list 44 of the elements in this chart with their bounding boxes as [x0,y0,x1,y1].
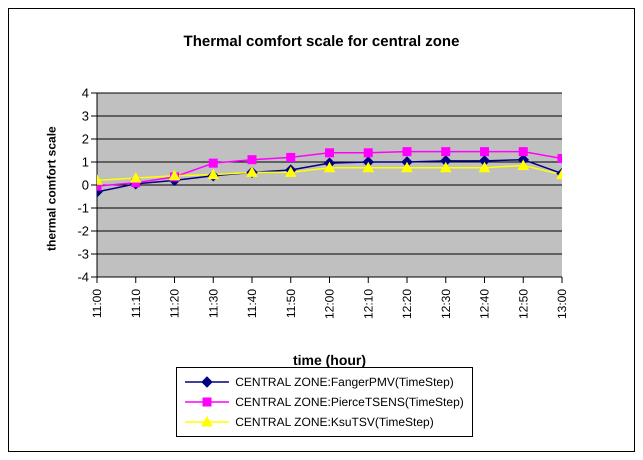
point [208,158,218,168]
y-tick-label: 0 [82,178,89,193]
y-tick-label: -1 [77,200,89,216]
x-tick-label: 13:00 [555,288,569,320]
x-tick-label: 11:20 [168,288,182,318]
y-tick-label: -2 [77,224,89,239]
point [325,148,334,158]
point [364,148,373,158]
point [518,147,528,156]
y-tick-label: 1 [82,154,89,170]
point [324,162,335,172]
point [362,162,374,172]
x-tick-label: 11:00 [90,288,104,318]
point [480,147,489,156]
y-tick-label: 2 [82,132,89,147]
x-tick-label: 12:50 [516,288,530,320]
legend-label: CENTRAL ZONE:KsuTSV(TimeStep) [235,415,434,429]
point [130,172,142,183]
x-tick-label: 12:40 [478,288,492,320]
x-tick-label: 11:40 [245,288,259,318]
x-tick-label: 12:30 [438,288,453,320]
y-tick-label: 3 [82,108,89,124]
point [402,147,412,156]
x-tick-label: 11:50 [284,288,298,318]
point [248,155,256,164]
x-axis-title: time (hour) [292,352,366,368]
point [441,147,450,156]
x-tick-label: 12:00 [322,288,336,320]
y-tick-label: -3 [77,246,89,262]
point [402,162,412,172]
point [440,162,452,172]
legend-label: CENTRAL ZONE:PierceTSENS(TimeStep) [235,395,464,409]
y-tick-label: -4 [77,270,89,285]
legend-label: CENTRAL ZONE:FangerPMV(TimeStep) [235,375,454,389]
x-tick-label: 11:10 [128,288,143,318]
y-axis-title: thermal comfort scale [44,126,58,251]
point [479,162,490,172]
chart-title: Thermal comfort scale for central zone [182,33,460,50]
y-tick-label: 4 [82,86,89,101]
x-tick-label: 12:20 [400,288,414,320]
x-tick-label: 12:10 [361,288,376,320]
x-tick-label: 11:30 [206,288,220,318]
point [286,152,296,162]
point [518,160,529,170]
